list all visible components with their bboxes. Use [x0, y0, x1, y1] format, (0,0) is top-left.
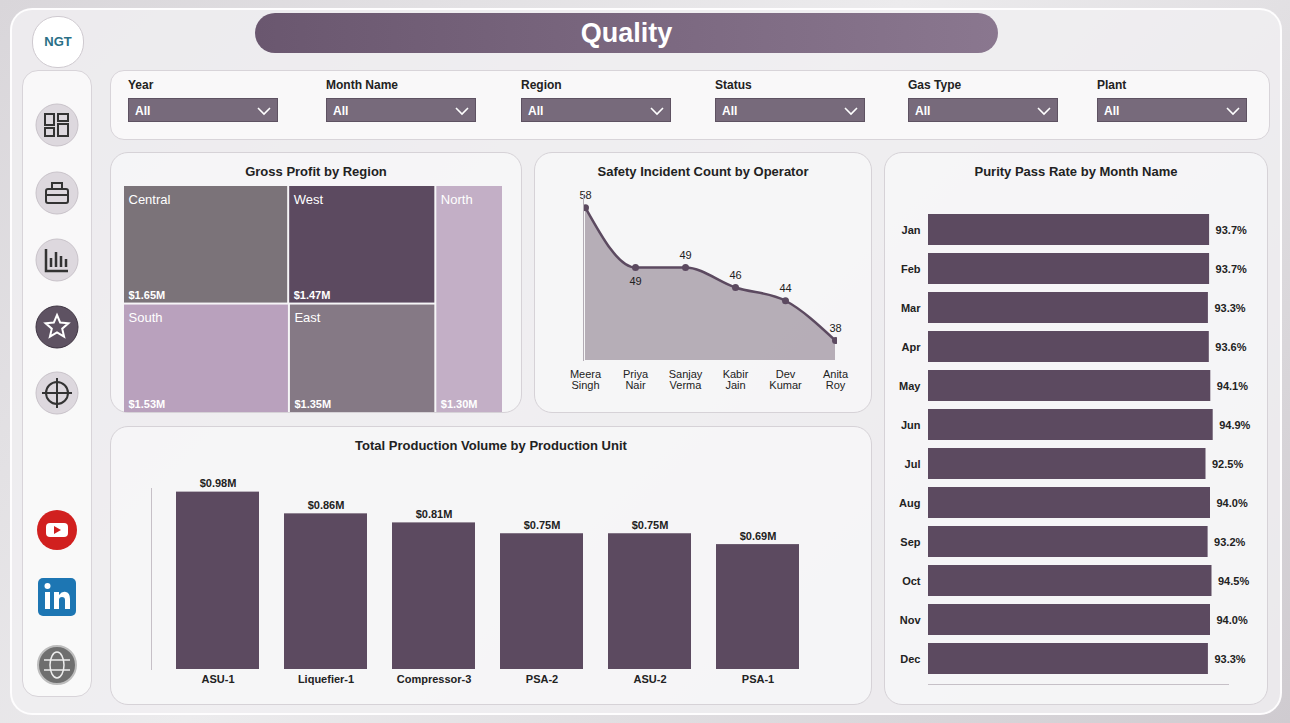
html-text:Quality: Quality — [580, 18, 673, 48]
svg-text:ASU-2: ASU-2 — [633, 673, 666, 685]
svg-text:38: 38 — [829, 322, 841, 334]
html-text:Region: Region — [521, 78, 562, 92]
svg-text:West: West — [294, 192, 324, 207]
svg-text:Liquefier-1: Liquefier-1 — [298, 673, 354, 685]
svg-text:93.2%: 93.2% — [1214, 536, 1245, 548]
svg-text:May: May — [899, 380, 921, 392]
svg-text:KabirJain: KabirJain — [723, 368, 749, 391]
svg-text:93.7%: 93.7% — [1216, 263, 1247, 275]
html-text:All: All — [333, 104, 349, 118]
svg-text:East: East — [294, 310, 320, 325]
svg-text:$0.75M: $0.75M — [524, 519, 561, 531]
svg-text:Feb: Feb — [901, 263, 921, 275]
html-text:All: All — [528, 104, 544, 118]
svg-text:Compressor-3: Compressor-3 — [397, 673, 472, 685]
svg-text:DevKumar: DevKumar — [769, 368, 802, 391]
svg-text:PriyaNair: PriyaNair — [623, 368, 649, 391]
svg-text:Sep: Sep — [900, 536, 920, 548]
svg-text:MeeraSingh: MeeraSingh — [570, 368, 602, 391]
svg-text:PSA-1: PSA-1 — [742, 673, 774, 685]
svg-text:94.5%: 94.5% — [1218, 575, 1249, 587]
svg-text:Jun: Jun — [901, 419, 921, 431]
html-text:Year: Year — [128, 78, 154, 92]
svg-text:Apr: Apr — [902, 341, 922, 353]
svg-text:$0.81M: $0.81M — [416, 508, 453, 520]
svg-text:Jan: Jan — [902, 224, 921, 236]
svg-text:94.0%: 94.0% — [1217, 497, 1248, 509]
svg-text:$1.47M: $1.47M — [294, 289, 331, 301]
svg-text:93.3%: 93.3% — [1214, 302, 1245, 314]
svg-text:ASU-1: ASU-1 — [201, 673, 234, 685]
svg-text:Jul: Jul — [905, 458, 921, 470]
svg-text:Nov: Nov — [900, 614, 922, 626]
svg-text:$0.98M: $0.98M — [200, 477, 237, 489]
svg-text:$0.75M: $0.75M — [632, 519, 669, 531]
svg-text:93.6%: 93.6% — [1215, 341, 1246, 353]
svg-text:94.9%: 94.9% — [1219, 419, 1250, 431]
html-text:All: All — [1104, 104, 1120, 118]
html-text:Plant: Plant — [1097, 78, 1127, 92]
svg-text:94.1%: 94.1% — [1217, 380, 1248, 392]
svg-text:93.7%: 93.7% — [1216, 224, 1247, 236]
svg-text:$1.35M: $1.35M — [294, 398, 331, 410]
svg-text:Aug: Aug — [899, 497, 920, 509]
svg-text:49: 49 — [629, 275, 641, 287]
html-text:All: All — [722, 104, 738, 118]
svg-text:Central: Central — [129, 192, 171, 207]
html-text:Status: Status — [715, 78, 752, 92]
html-text:Safety Incident Count by Opera: Safety Incident Count by Operator — [597, 164, 809, 179]
svg-text:Dec: Dec — [900, 653, 920, 665]
svg-text:58: 58 — [579, 189, 591, 201]
html-text:Gross Profit by Region: Gross Profit by Region — [245, 164, 387, 179]
svg-text:PSA-2: PSA-2 — [526, 673, 558, 685]
html-text:NGT: NGT — [44, 34, 72, 49]
svg-text:94.0%: 94.0% — [1217, 614, 1248, 626]
svg-text:$1.53M: $1.53M — [129, 398, 166, 410]
svg-text:92.5%: 92.5% — [1212, 458, 1243, 470]
svg-text:North: North — [441, 192, 473, 207]
svg-text:93.3%: 93.3% — [1214, 653, 1245, 665]
html-text:Total Production Volume by Pro: Total Production Volume by Production Un… — [355, 438, 627, 453]
html-text:All: All — [915, 104, 931, 118]
html-text:All: All — [135, 104, 151, 118]
svg-text:Oct: Oct — [902, 575, 921, 587]
html-text:Month Name: Month Name — [326, 78, 398, 92]
svg-text:44: 44 — [779, 282, 791, 294]
svg-text:South: South — [129, 310, 163, 325]
html-text:Gas Type: Gas Type — [908, 78, 962, 92]
svg-text:$0.86M: $0.86M — [308, 499, 345, 511]
svg-text:SanjayVerma: SanjayVerma — [669, 368, 703, 391]
svg-text:46: 46 — [729, 269, 741, 281]
svg-text:$0.69M: $0.69M — [740, 530, 777, 542]
svg-text:$1.30M: $1.30M — [441, 398, 478, 410]
svg-text:AnitaRoy: AnitaRoy — [823, 368, 849, 391]
svg-text:49: 49 — [679, 249, 691, 261]
svg-text:Mar: Mar — [901, 302, 921, 314]
svg-text:$1.65M: $1.65M — [129, 289, 166, 301]
html-text:Purity Pass Rate by Month Name: Purity Pass Rate by Month Name — [974, 164, 1178, 179]
